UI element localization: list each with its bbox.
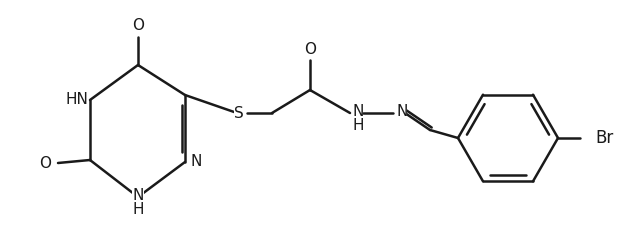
Text: N: N bbox=[352, 104, 364, 118]
Text: N: N bbox=[190, 154, 202, 170]
Text: N: N bbox=[396, 104, 408, 118]
Text: O: O bbox=[39, 155, 51, 171]
Text: H: H bbox=[352, 118, 364, 134]
Text: S: S bbox=[234, 106, 244, 120]
Text: O: O bbox=[304, 42, 316, 56]
Text: O: O bbox=[132, 18, 144, 34]
Text: HN: HN bbox=[65, 92, 88, 108]
Text: Br: Br bbox=[595, 129, 613, 147]
Text: H: H bbox=[132, 203, 144, 217]
Text: N: N bbox=[132, 188, 144, 204]
